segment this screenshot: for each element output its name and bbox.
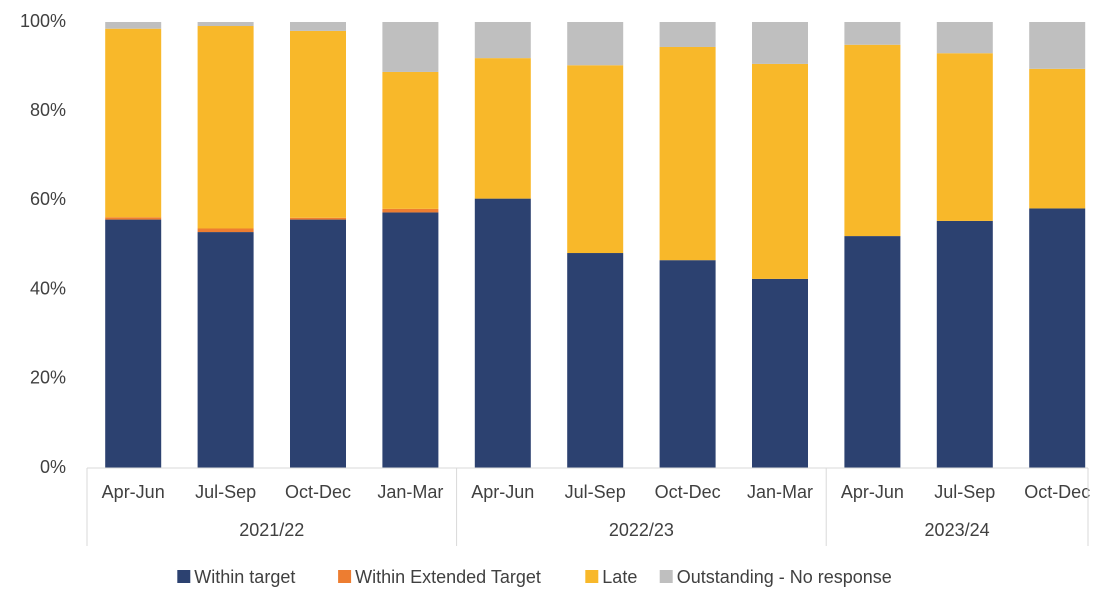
x-tick-label: Jul-Sep — [565, 482, 626, 502]
legend-swatch — [338, 570, 352, 583]
legend-swatch — [659, 570, 673, 583]
bar-segment — [197, 228, 254, 233]
bar-segment — [197, 22, 254, 27]
bar-segment — [290, 30, 346, 218]
bar-segment — [382, 71, 439, 209]
bar-segment — [1029, 22, 1086, 69]
bar-segment — [474, 58, 531, 199]
bar-segment — [844, 236, 901, 468]
bar-segment — [290, 22, 346, 31]
bar-segment — [844, 44, 901, 237]
bar-segment — [936, 22, 993, 54]
bar-segment — [105, 22, 162, 29]
bar-segment — [382, 208, 439, 213]
bar-segment — [567, 65, 624, 254]
group-label: 2021/22 — [239, 520, 304, 540]
y-tick-label: 100% — [20, 11, 66, 31]
y-tick-label: 20% — [30, 368, 66, 388]
bar-segment — [752, 22, 808, 64]
bar-segment — [1029, 68, 1086, 209]
legend-label: Within Extended Target — [355, 567, 541, 587]
y-tick-label: 60% — [30, 189, 66, 209]
bar-segment — [290, 219, 346, 468]
bar-segment — [752, 63, 808, 279]
bar-segment — [936, 53, 993, 221]
legend-label: Outstanding - No response — [677, 567, 892, 587]
bar-segment — [474, 198, 531, 468]
x-tick-label: Jan-Mar — [377, 482, 443, 502]
x-tick-label: Oct-Dec — [285, 482, 351, 502]
x-tick-label: Jul-Sep — [934, 482, 995, 502]
x-tick-label: Apr-Jun — [471, 482, 534, 502]
x-tick-label: Oct-Dec — [1024, 482, 1090, 502]
x-tick-label: Jan-Mar — [747, 482, 813, 502]
bar-segment — [105, 219, 162, 468]
bar-segment — [844, 22, 901, 45]
bar-segment — [659, 22, 716, 47]
y-tick-label: 80% — [30, 100, 66, 120]
group-label: 2023/24 — [925, 520, 990, 540]
x-tick-label: Apr-Jun — [102, 482, 165, 502]
group-label: 2022/23 — [609, 520, 674, 540]
bar-segment — [752, 278, 808, 468]
bar-segment — [659, 46, 716, 261]
bar-segment — [936, 220, 993, 468]
bar-segment — [197, 232, 254, 468]
bar-segment — [474, 22, 531, 59]
legend-label: Within target — [194, 567, 295, 587]
y-tick-label: 0% — [40, 457, 66, 477]
bar-segment — [197, 26, 254, 229]
x-tick-label: Apr-Jun — [841, 482, 904, 502]
legend-swatch — [177, 570, 191, 583]
bar-segment — [105, 217, 162, 220]
bar-segment — [290, 217, 346, 220]
x-tick-label: Oct-Dec — [655, 482, 721, 502]
bar-segment — [382, 212, 439, 468]
bar-segment — [659, 260, 716, 468]
bar-segment — [105, 28, 162, 218]
legend-swatch — [585, 570, 599, 583]
bar-segment — [1029, 208, 1086, 469]
bar-segment — [382, 22, 439, 72]
x-tick-label: Jul-Sep — [195, 482, 256, 502]
bar-segment — [567, 253, 624, 468]
bar-segment — [567, 22, 624, 66]
y-tick-label: 40% — [30, 278, 66, 298]
legend-label: Late — [602, 567, 637, 587]
